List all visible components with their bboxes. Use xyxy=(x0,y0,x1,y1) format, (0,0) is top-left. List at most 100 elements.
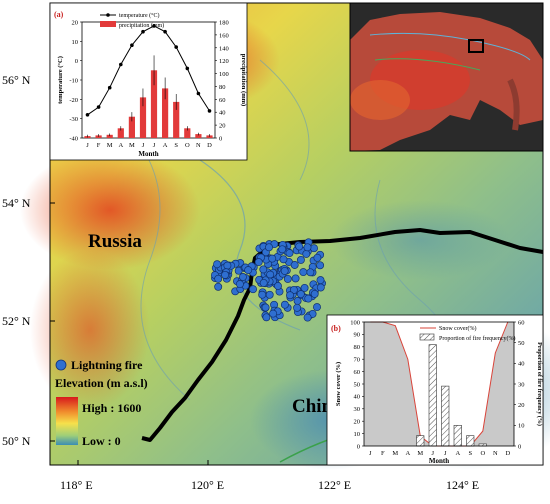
legend-fire-label: Proportion of fire frequency(%) xyxy=(439,335,515,342)
chart-a-xlabel: Month xyxy=(138,150,158,158)
lightning-fire-point xyxy=(300,283,309,292)
chart-b-ylabel-right: Proportion of fire frequency (%) xyxy=(536,342,543,426)
lightning-fire-point xyxy=(261,303,270,312)
temperature-point xyxy=(174,45,178,49)
temperature-point xyxy=(107,85,112,90)
tick-label-right: 30 xyxy=(518,381,525,388)
tick-label-right: 100 xyxy=(219,71,229,78)
tick-label-left: 10 xyxy=(354,431,361,438)
fire-frequency-bar xyxy=(466,435,475,447)
legend-precipitation-swatch xyxy=(100,21,116,27)
precipitation-bar xyxy=(184,128,191,138)
fire-frequency-bar xyxy=(441,385,450,447)
tick-label-x: D xyxy=(505,450,510,457)
lightning-fire-point xyxy=(296,290,305,299)
lightning-fire-legend-symbol xyxy=(55,359,67,371)
lightning-fire-point xyxy=(313,253,322,262)
legend-temperature-marker xyxy=(106,13,110,17)
tick-label-x: D xyxy=(207,142,212,149)
tick-label-x: A xyxy=(163,142,168,149)
tick-label-x: J xyxy=(444,450,447,457)
tick-label-x: M xyxy=(129,142,135,149)
lightning-fire-point xyxy=(238,273,247,281)
lightning-fire-point xyxy=(265,290,274,299)
precipitation-bar xyxy=(173,101,180,138)
lon-label: 120° E xyxy=(191,478,224,492)
legend-low: Low : 0 xyxy=(82,434,121,448)
lightning-fire-point xyxy=(302,249,311,258)
lightning-fire-point xyxy=(213,260,222,269)
tick-label-left: 0 xyxy=(357,443,360,450)
lightning-fire-point xyxy=(310,289,319,298)
lat-label: 56° N xyxy=(2,73,31,87)
lightning-fire-point xyxy=(265,243,273,252)
region-label-russia: Russia xyxy=(88,231,142,252)
tick-label-right: 0 xyxy=(518,443,521,450)
tick-label-right: 80 xyxy=(219,84,226,91)
tick-label-left: 20 xyxy=(354,419,361,426)
tick-label-left: 70 xyxy=(354,357,361,364)
legend-fire-swatch xyxy=(419,333,435,341)
legend-elevation-title: Elevation (m a.s.l) xyxy=(55,376,148,390)
lightning-fire-point xyxy=(278,245,287,254)
tick-label-left: 0 xyxy=(75,58,78,65)
lat-label: 50° N xyxy=(2,434,31,448)
temperature-point xyxy=(207,109,212,113)
chart-a-ylabel-left: temperature (°C) xyxy=(57,56,64,104)
tick-label-right: 40 xyxy=(219,110,226,117)
fire-frequency-bar xyxy=(428,344,437,447)
precipitation-bar xyxy=(162,88,169,138)
snow-cover-area xyxy=(364,322,514,446)
chart-a-climate: 20100-10-20-30-4018016014012010080604020… xyxy=(49,2,248,161)
tick-label-x: M xyxy=(392,450,398,457)
lon-label: 122° E xyxy=(318,478,351,492)
tick-label-x: N xyxy=(493,450,498,457)
lightning-fire-point xyxy=(268,254,277,263)
elevation-colorbar xyxy=(56,397,78,445)
latitude-labels: 56° N 54° N 52° N 50° N xyxy=(2,73,31,448)
temperature-point xyxy=(130,43,134,47)
precipitation-bar xyxy=(128,116,135,138)
lightning-fire-point xyxy=(316,261,325,270)
tick-label-right: 20 xyxy=(219,123,226,130)
legend-precipitation-label: precipitation (mm) xyxy=(119,22,164,29)
lightning-fire-point xyxy=(283,274,292,283)
tick-label-left: 90 xyxy=(354,332,361,339)
study-area-marker xyxy=(468,39,484,53)
tick-label-left: 40 xyxy=(354,394,361,401)
lightning-fire-point xyxy=(291,274,300,283)
tick-label-right: 140 xyxy=(219,45,229,52)
temperature-point xyxy=(119,62,123,67)
lightning-fire-point xyxy=(244,266,253,275)
chart-b-panel-label: (b) xyxy=(331,324,341,333)
lat-label: 52° N xyxy=(2,314,31,328)
longitude-labels: 118° E 120° E 122° E 124° E xyxy=(60,478,479,492)
temperature-point xyxy=(163,29,167,34)
tick-label-left: -40 xyxy=(69,136,78,143)
tick-label-right: 60 xyxy=(219,97,226,104)
lightning-fire-point xyxy=(286,291,294,300)
tick-label-left: -30 xyxy=(69,116,78,123)
lightning-fire-point xyxy=(259,265,268,274)
tick-label-left: 80 xyxy=(354,344,361,351)
lightning-fire-point xyxy=(280,266,289,275)
tick-label-left: 30 xyxy=(354,406,361,413)
lightning-fire-point xyxy=(249,285,257,294)
lightning-fire-point xyxy=(303,243,312,252)
tick-label-x: N xyxy=(196,142,201,149)
tick-label-left: 20 xyxy=(72,20,79,27)
lightning-fire-points xyxy=(211,238,326,322)
temperature-point xyxy=(85,113,90,117)
tick-label-left: 10 xyxy=(72,39,79,46)
legend-lightning-fire: Lightning fire xyxy=(71,358,143,372)
tick-label-x: A xyxy=(118,142,123,149)
tick-label-right: 20 xyxy=(518,402,525,409)
tick-label-left: -20 xyxy=(69,97,78,104)
tick-label-x: S xyxy=(174,142,178,149)
lightning-fire-point xyxy=(254,258,263,267)
tick-label-x: M xyxy=(107,142,113,149)
lightning-fire-point xyxy=(310,244,318,253)
lightning-fire-point xyxy=(304,294,313,303)
